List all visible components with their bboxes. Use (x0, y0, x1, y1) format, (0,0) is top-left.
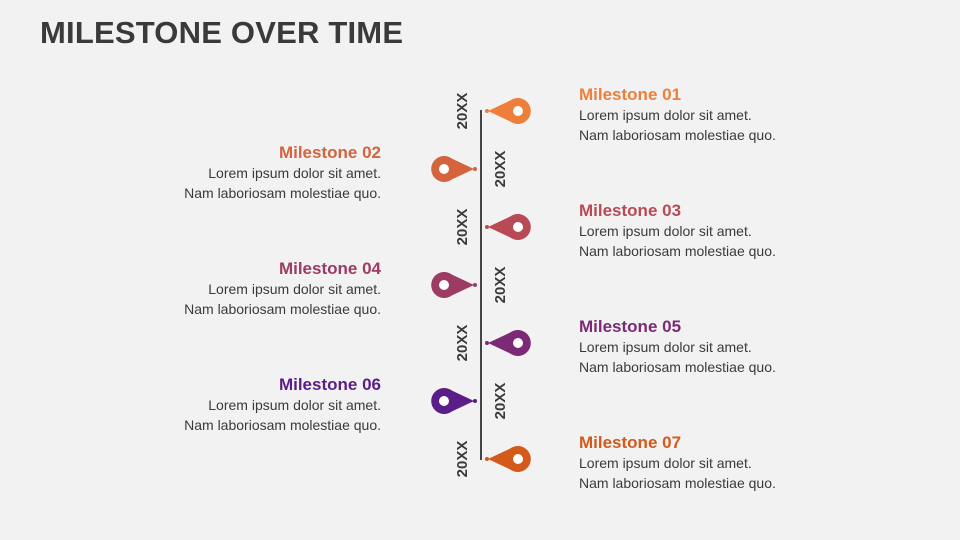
map-pin-icon (488, 214, 531, 240)
milestone-description-line-2: Nam laboriosam molestiae quo. (579, 359, 776, 375)
page-title: MILESTONE OVER TIME (40, 15, 404, 50)
timeline-axis (480, 110, 482, 460)
timeline-dot (485, 341, 489, 345)
milestone-description-line-2: Nam laboriosam molestiae quo. (579, 475, 776, 491)
timeline-dot (485, 109, 489, 113)
map-pin-icon (488, 446, 531, 472)
milestone-3-block: Milestone 03 Lorem ipsum dolor sit amet. N… (579, 201, 839, 261)
year-label: 20XX (454, 440, 471, 478)
milestone-description-line-1: Lorem ipsum dolor sit amet. (208, 165, 381, 181)
milestone-4-block: Milestone 04 Lorem ipsum dolor sit amet. N… (121, 259, 381, 319)
map-pin-icon (488, 98, 531, 124)
milestone-2-block: Milestone 02 Lorem ipsum dolor sit amet. N… (121, 143, 381, 203)
milestone-description-line-2: Nam laboriosam molestiae quo. (184, 417, 381, 433)
timeline-dot (473, 283, 477, 287)
milestone-description-line-1: Lorem ipsum dolor sit amet. (579, 339, 752, 355)
milestone-title: Milestone 04 (278, 259, 381, 278)
milestone-description-line-2: Nam laboriosam molestiae quo. (579, 243, 776, 259)
milestone-description-line-2: Nam laboriosam molestiae quo. (184, 185, 381, 201)
milestone-5-block: Milestone 05 Lorem ipsum dolor sit amet. N… (579, 317, 839, 377)
timeline-dot (485, 457, 489, 461)
milestone-title: Milestone 06 (278, 375, 381, 394)
year-label: 20XX (454, 324, 471, 362)
milestone-title: Milestone 03 (579, 201, 682, 220)
milestone-title: Milestone 02 (278, 143, 381, 162)
milestone-description-line-1: Lorem ipsum dolor sit amet. (579, 223, 752, 239)
year-label: 20XX (492, 382, 509, 420)
timeline-dot (473, 399, 477, 403)
milestone-title: Milestone 01 (579, 85, 682, 104)
milestone-description-line-2: Nam laboriosam molestiae quo. (579, 127, 776, 143)
milestone-description-line-1: Lorem ipsum dolor sit amet. (579, 455, 752, 471)
year-label: 20XX (454, 208, 471, 246)
year-label: 20XX (492, 266, 509, 304)
milestone-description-line-1: Lorem ipsum dolor sit amet. (579, 107, 752, 123)
milestone-1-block: Milestone 01 Lorem ipsum dolor sit amet. N… (579, 85, 839, 145)
map-pin-icon (431, 272, 474, 298)
milestone-title: Milestone 07 (579, 433, 682, 452)
map-pin-icon (488, 330, 531, 356)
map-pin-icon (431, 388, 474, 414)
year-label: 20XX (454, 92, 471, 130)
timeline-dot (473, 167, 477, 171)
milestone-6-block: Milestone 06 Lorem ipsum dolor sit amet. N… (121, 375, 381, 435)
timeline-dot (485, 225, 489, 229)
milestone-description-line-1: Lorem ipsum dolor sit amet. (208, 281, 381, 297)
milestone-7-block: Milestone 07 Lorem ipsum dolor sit amet. N… (579, 433, 839, 493)
year-label: 20XX (492, 150, 509, 188)
milestone-title: Milestone 05 (579, 317, 682, 336)
milestone-description-line-2: Nam laboriosam molestiae quo. (184, 301, 381, 317)
milestone-description-line-1: Lorem ipsum dolor sit amet. (208, 397, 381, 413)
map-pin-icon (431, 156, 474, 182)
